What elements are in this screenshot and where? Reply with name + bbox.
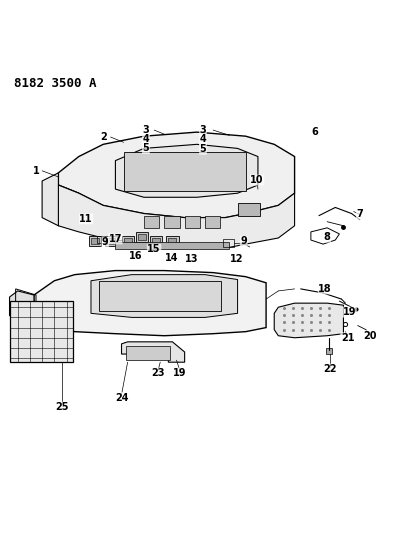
Polygon shape <box>42 173 79 226</box>
Text: 5: 5 <box>199 144 206 154</box>
Text: 15: 15 <box>147 245 160 254</box>
Text: 6: 6 <box>311 127 317 137</box>
Bar <box>123 238 131 244</box>
Text: 16: 16 <box>129 251 142 261</box>
Text: 8: 8 <box>323 232 330 242</box>
Bar <box>237 204 259 215</box>
Text: 22: 22 <box>323 364 336 374</box>
Polygon shape <box>58 132 294 217</box>
Text: 2: 2 <box>99 132 106 142</box>
Bar <box>137 234 146 240</box>
Polygon shape <box>34 271 265 336</box>
Polygon shape <box>58 185 294 248</box>
Bar <box>9 301 72 362</box>
Text: 9: 9 <box>240 236 247 246</box>
Text: 9: 9 <box>101 237 108 247</box>
Bar <box>164 216 179 228</box>
Bar <box>166 236 178 246</box>
Text: 4: 4 <box>199 134 206 144</box>
Text: 20: 20 <box>362 331 376 341</box>
Bar <box>168 238 176 244</box>
Bar <box>115 242 229 249</box>
Bar <box>125 346 170 360</box>
Bar <box>152 238 160 244</box>
Bar <box>89 236 101 246</box>
Text: 24: 24 <box>115 393 128 402</box>
Bar <box>107 238 115 244</box>
Bar <box>223 239 233 247</box>
Text: 11: 11 <box>79 214 92 224</box>
Text: 4: 4 <box>142 134 149 144</box>
Text: 10: 10 <box>250 175 263 185</box>
Text: 21: 21 <box>340 333 353 343</box>
Text: 8182 3500 A: 8182 3500 A <box>13 77 96 90</box>
Bar <box>105 236 117 246</box>
Bar <box>325 348 332 354</box>
Polygon shape <box>9 291 34 324</box>
Polygon shape <box>91 274 237 318</box>
Bar <box>121 236 133 246</box>
Text: 17: 17 <box>108 234 122 244</box>
Text: 14: 14 <box>164 253 178 263</box>
Bar <box>123 152 245 191</box>
Polygon shape <box>274 303 343 338</box>
Text: 12: 12 <box>229 254 243 264</box>
Polygon shape <box>115 144 257 197</box>
Text: 1: 1 <box>33 166 39 176</box>
Bar <box>204 216 220 228</box>
Bar <box>150 236 162 246</box>
Text: 23: 23 <box>151 368 164 378</box>
Bar <box>91 238 99 244</box>
Polygon shape <box>121 342 184 362</box>
Text: 19: 19 <box>342 307 355 317</box>
Text: 18: 18 <box>317 284 331 294</box>
Bar <box>99 281 221 311</box>
Text: 19: 19 <box>173 368 186 378</box>
Bar <box>135 232 148 242</box>
Text: 3: 3 <box>199 125 206 135</box>
Text: 25: 25 <box>55 402 68 412</box>
Text: 3: 3 <box>142 125 149 135</box>
Text: 13: 13 <box>185 254 198 264</box>
Bar <box>184 216 200 228</box>
Bar <box>97 236 106 243</box>
Text: 7: 7 <box>355 209 362 220</box>
Bar <box>144 216 159 228</box>
Text: 5: 5 <box>142 143 149 154</box>
